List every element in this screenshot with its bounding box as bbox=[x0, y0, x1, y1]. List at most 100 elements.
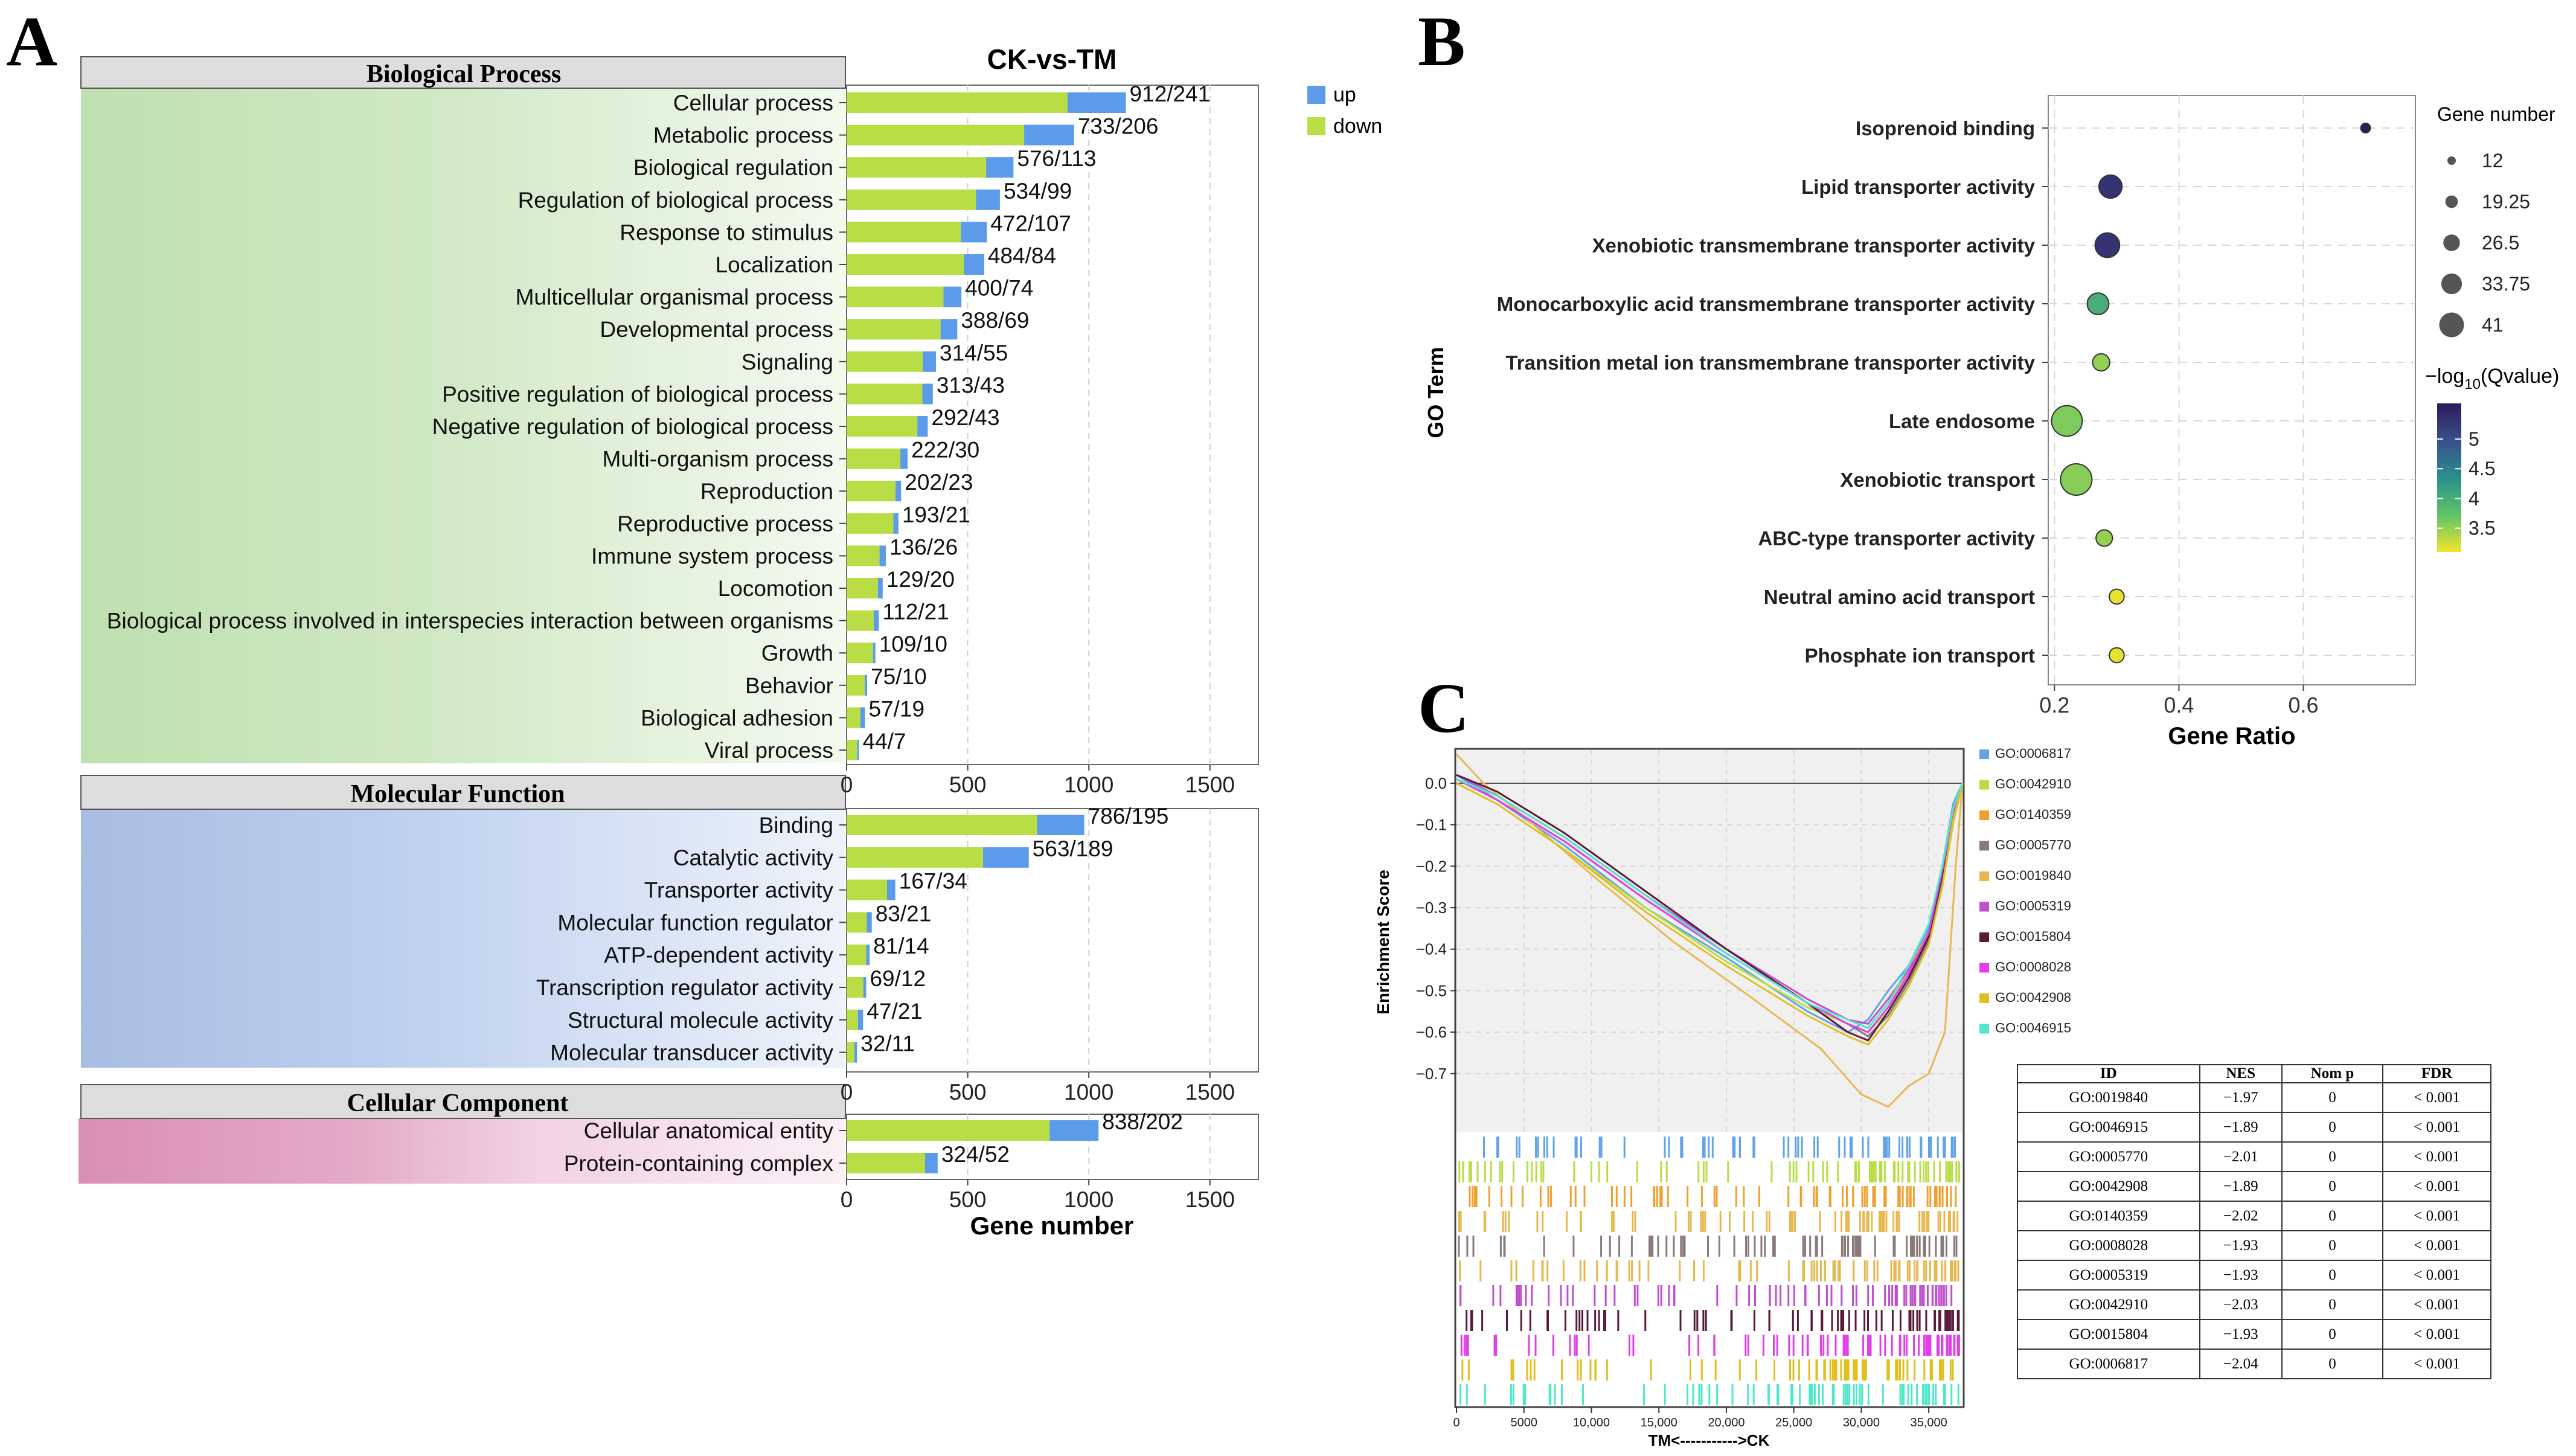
table-cell-id: GO:0005770 bbox=[2017, 1141, 2200, 1172]
es-curve bbox=[1456, 778, 1964, 1030]
bar-down bbox=[847, 879, 887, 900]
bar-value-label: 129/20 bbox=[886, 567, 955, 592]
table-row: GO:0005770 −2.01 0 < 0.001 bbox=[2017, 1141, 2491, 1172]
dot-point bbox=[2092, 353, 2110, 372]
bp-background bbox=[81, 88, 845, 763]
y-tick-label: −0.4 bbox=[1416, 940, 1447, 958]
go-term-label: Transition metal ion transmembrane trans… bbox=[1505, 351, 2035, 374]
table-cell-id: GO:0046915 bbox=[2017, 1112, 2200, 1143]
bar-value-label: 47/21 bbox=[867, 999, 923, 1024]
dot-point bbox=[2086, 292, 2110, 315]
bar-down bbox=[847, 254, 964, 275]
category-label: Cellular anatomical entity bbox=[584, 1118, 834, 1143]
bar-down bbox=[847, 124, 1025, 146]
table-row: GO:0005319 −1.93 0 < 0.001 bbox=[2017, 1260, 2491, 1291]
go-dot-plot: 0.2 0.4 0.6 Isoprenoid binding Lipid transpo… bbox=[1423, 95, 2559, 749]
y-tick-label: −0.6 bbox=[1416, 1023, 1447, 1041]
color-legend-bar bbox=[2437, 403, 2461, 552]
panel-label-b: B bbox=[1418, 2, 1466, 81]
bar-down bbox=[847, 1009, 858, 1030]
x-tick-label: 0 bbox=[1453, 1416, 1459, 1429]
legend-up-label: up bbox=[1333, 83, 1356, 106]
category-label: Behavior bbox=[745, 673, 833, 698]
table-cell-id: GO:0019840 bbox=[2017, 1082, 2200, 1113]
bar-value-label: 109/10 bbox=[879, 632, 947, 656]
category-label: Reproductive process bbox=[617, 512, 833, 536]
table-header-nomp: Nom p bbox=[2281, 1064, 2384, 1083]
bar-value-label: 400/74 bbox=[965, 276, 1033, 301]
bar-down bbox=[847, 912, 867, 933]
es-curve bbox=[1456, 778, 1964, 1033]
bar-value-label: 786/195 bbox=[1088, 804, 1169, 829]
bar-up bbox=[1024, 124, 1074, 146]
dot-point bbox=[2109, 647, 2125, 664]
bar-value-label: 912/241 bbox=[1130, 82, 1211, 106]
table-cell-nomp: 0 bbox=[2281, 1319, 2384, 1350]
x-tick-label: 35,000 bbox=[1911, 1416, 1947, 1429]
y-tick-label: −0.1 bbox=[1416, 816, 1447, 834]
bar-up bbox=[863, 977, 867, 998]
color-legend-title-sub: 10 bbox=[2464, 376, 2481, 393]
size-legend-dot bbox=[2443, 234, 2460, 251]
y-tick-label: −0.5 bbox=[1416, 981, 1447, 999]
gsea-legend-swatch bbox=[1979, 780, 1989, 790]
bar-up bbox=[986, 157, 1014, 178]
bar-up bbox=[982, 847, 1029, 868]
category-label: Growth bbox=[761, 641, 833, 665]
go-term-label: Lipid transporter activity bbox=[1801, 176, 2036, 198]
bar-up bbox=[877, 578, 883, 598]
bar-down bbox=[847, 578, 878, 598]
panel-label-a: A bbox=[6, 2, 57, 81]
x-tick-label: 5000 bbox=[1510, 1416, 1537, 1429]
y-tick-label: −0.7 bbox=[1416, 1065, 1447, 1083]
cc-header bbox=[80, 1084, 846, 1119]
bar-value-label: 167/34 bbox=[899, 869, 967, 894]
gsea-legend: GO:0006817 GO:0042910 GO:0140359 GO:0005770… bbox=[1979, 746, 2071, 1036]
category-label: Negative regulation of biological proces… bbox=[432, 414, 833, 439]
bar-up bbox=[940, 319, 958, 340]
bar-up bbox=[976, 189, 1000, 210]
mf-header bbox=[80, 775, 846, 810]
x-tick-label: 20,000 bbox=[1708, 1416, 1745, 1429]
gsea-legend-label: GO:0005319 bbox=[1995, 899, 2071, 914]
table-row: GO:0019840 −1.97 0 < 0.001 bbox=[2017, 1082, 2491, 1113]
table-cell-nes: −1.89 bbox=[2199, 1112, 2283, 1143]
mf-background bbox=[81, 809, 845, 1068]
go-bar-chart: Biological Process Molecular Function Ce… bbox=[78, 43, 1382, 1240]
bar-up bbox=[865, 675, 868, 696]
bar-value-label: 75/10 bbox=[871, 664, 927, 689]
table-cell-nomp: 0 bbox=[2281, 1171, 2384, 1202]
x-tick-label: 1000 bbox=[1064, 1187, 1113, 1212]
bar-up bbox=[873, 610, 879, 631]
table-cell-nomp: 0 bbox=[2281, 1141, 2384, 1172]
size-legend-dot bbox=[2441, 273, 2462, 295]
bar-value-label: 314/55 bbox=[940, 341, 1008, 365]
color-legend-tick-label: 4.5 bbox=[2469, 458, 2495, 479]
bar-up bbox=[860, 707, 865, 728]
bar-down bbox=[847, 189, 976, 210]
gsea-legend-label: GO:0140359 bbox=[1995, 807, 2071, 822]
bar-up bbox=[879, 545, 886, 566]
gsea-legend-label: GO:0005770 bbox=[1995, 838, 2071, 853]
bar-up bbox=[857, 740, 859, 760]
bar-value-label: 193/21 bbox=[902, 502, 970, 527]
bar-down bbox=[847, 222, 961, 243]
legend-down-label: down bbox=[1333, 115, 1382, 138]
size-legend-dot bbox=[2439, 312, 2464, 338]
x-tick-label: 500 bbox=[949, 1187, 987, 1212]
bar-value-label: 292/43 bbox=[931, 405, 999, 430]
category-label: Protein-containing complex bbox=[564, 1151, 834, 1176]
cc-header-label: Cellular Component bbox=[347, 1089, 569, 1117]
size-legend-label: 26.5 bbox=[2482, 232, 2519, 254]
bar-up bbox=[924, 1153, 938, 1173]
size-legend: 12 19.25 26.5 33.75 41 bbox=[2439, 150, 2530, 338]
category-label: Biological regulation bbox=[633, 155, 833, 180]
x-tick-label: 0.2 bbox=[2039, 693, 2069, 717]
table-cell-id: GO:0042908 bbox=[2017, 1171, 2200, 1202]
gsea-legend-label: GO:0019840 bbox=[1995, 868, 2071, 883]
category-label: Catalytic activity bbox=[673, 845, 834, 870]
bar-chart-title: CK-vs-TM bbox=[987, 43, 1117, 75]
gsea-legend-label: GO:0006817 bbox=[1995, 746, 2071, 761]
gsea-legend-swatch bbox=[1979, 902, 1989, 912]
bar-up bbox=[896, 481, 902, 502]
